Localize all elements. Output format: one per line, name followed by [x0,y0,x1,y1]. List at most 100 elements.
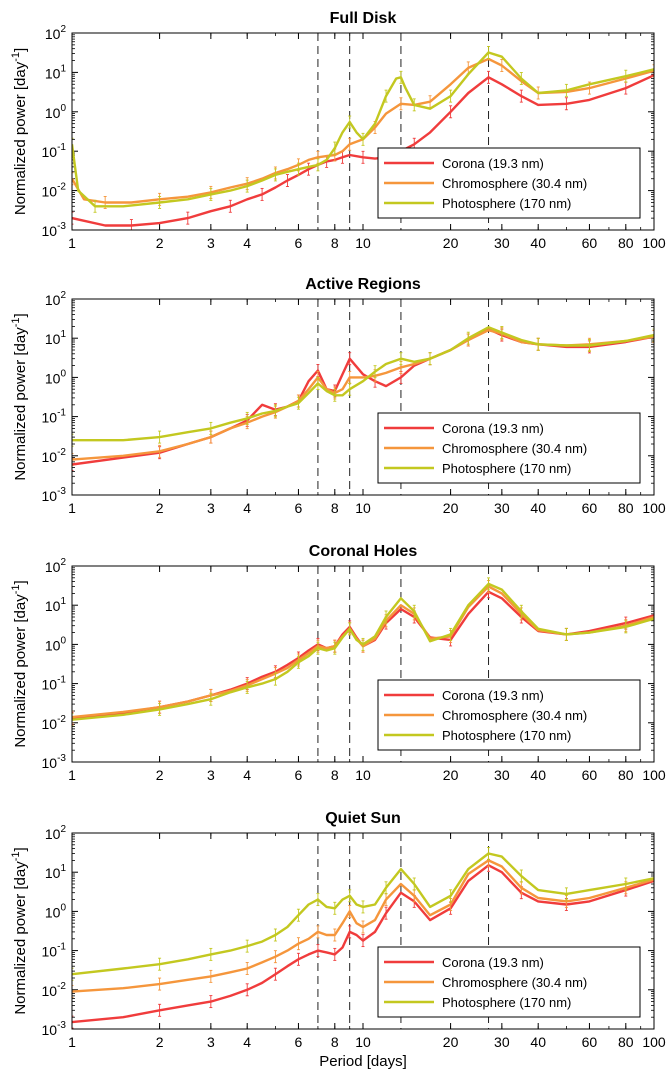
series-group [72,577,654,727]
y-tick-label: 10-3 [42,1020,67,1038]
x-tick-label: 20 [443,500,459,516]
y-axis-label: Normalized power [day-1] [10,313,29,480]
series-line-2 [72,859,654,993]
y-tick-label: 102 [45,24,67,42]
axes-box [71,32,655,231]
y-tick-label: 102 [45,290,67,308]
series-line-3 [72,582,654,721]
y-tick-label: 101 [45,863,67,881]
x-tick-label: 40 [530,767,546,783]
legend-label: Corona (19.3 nm) [442,421,544,436]
y-tick-label: 10-1 [42,142,67,160]
series-line-3 [72,852,654,976]
x-tick-label: 40 [530,235,546,251]
x-tick-label: 30 [494,500,510,516]
axes-box [71,832,655,1030]
legend-label: Chromosphere (30.4 nm) [442,441,587,456]
chart-panel-1: Full Disk 1 2 3 4 6 8 10 20 30 40 60 80 100 10-3 10-2 10… [10,10,666,251]
y-tick-label: 101 [45,329,67,347]
y-tick-label: 100 [45,902,67,920]
y-tick-label: 101 [45,596,67,614]
x-tick-label: 20 [443,767,459,783]
y-tick-label: 10-3 [42,753,67,771]
y-tick-label: 10-2 [42,182,67,200]
x-tick-label: 60 [582,1034,598,1050]
x-tick-label: 20 [443,235,459,251]
y-tick-label: 100 [45,103,67,121]
x-tick-label: 60 [582,500,598,516]
legend-label: Chromosphere (30.4 nm) [442,176,587,191]
legend-label: Chromosphere (30.4 nm) [442,975,587,990]
series-group [72,46,654,230]
x-tick-label: 100 [642,500,666,516]
y-tick-label: 101 [45,63,67,81]
chart-panel-4: Quiet Sun 1 2 3 4 6 8 10 20 30 40 60 80 100 10-3 10-2 10… [10,810,666,1070]
x-tick-label: 8 [331,767,339,783]
x-tick-label: 10 [355,767,371,783]
chart-panel-2: Active Regions 1 2 3 4 6 8 10 20 30 40 60 80 100 10-3 1… [10,276,666,516]
y-tick-label: 10-2 [42,981,67,999]
x-tick-label: 80 [618,1034,634,1050]
x-tick-label: 40 [530,500,546,516]
x-tick-label: 60 [582,767,598,783]
series-line-1 [72,74,654,227]
legend-label: Photosphere (170 nm) [442,995,571,1010]
y-tick-label: 102 [45,824,67,842]
legend-label: Photosphere (170 nm) [442,461,571,476]
y-tick-label: 102 [45,557,67,575]
x-tick-label: 4 [243,1034,251,1050]
x-tick-label: 10 [355,1034,371,1050]
x-tick-label: 2 [156,500,164,516]
x-tick-label: 1 [68,1034,76,1050]
y-tick-label: 10-2 [42,714,67,732]
x-tick-label: 4 [243,500,251,516]
y-axis-label: Normalized power [day-1] [10,847,29,1014]
x-tick-label: 8 [331,500,339,516]
x-tick-label: 100 [642,767,666,783]
panel-title: Coronal Holes [309,543,418,560]
y-axis-label: Normalized power [day-1] [10,580,29,747]
legend-label: Photosphere (170 nm) [442,196,571,211]
x-tick-label: 6 [295,767,303,783]
chart-panel-3: Coronal Holes 1 2 3 4 6 8 10 20 30 40 60 80 100 10-3 10… [10,543,666,783]
legend-label: Photosphere (170 nm) [442,728,571,743]
panel-title: Full Disk [330,10,397,27]
x-tick-label: 100 [642,1034,666,1050]
legend-label: Chromosphere (30.4 nm) [442,708,587,723]
axes-box [71,298,655,496]
y-tick-label: 10-1 [42,942,67,960]
x-tick-label: 80 [618,500,634,516]
x-tick-label: 60 [582,235,598,251]
y-tick-label: 10-3 [42,486,67,504]
x-tick-label: 30 [494,767,510,783]
x-tick-label: 80 [618,235,634,251]
x-tick-label: 6 [295,500,303,516]
x-tick-label: 2 [156,1034,164,1050]
panel-title: Quiet Sun [325,810,401,827]
legend-label: Corona (19.3 nm) [442,955,544,970]
x-tick-label: 4 [243,235,251,251]
series-line-1 [72,864,654,1024]
y-tick-label: 10-1 [42,408,67,426]
x-tick-label: 1 [68,767,76,783]
x-tick-label: 80 [618,767,634,783]
y-tick-label: 100 [45,635,67,653]
series-line-2 [72,57,654,204]
series-group [72,326,654,471]
legend-label: Corona (19.3 nm) [442,688,544,703]
panel-title: Active Regions [305,276,421,293]
x-tick-label: 2 [156,767,164,783]
x-tick-label: 8 [331,1034,339,1050]
series-group [72,847,654,1029]
x-tick-label: 2 [156,235,164,251]
legend-label: Corona (19.3 nm) [442,156,544,171]
x-tick-label: 3 [207,1034,215,1050]
y-tick-label: 10-2 [42,447,67,465]
x-tick-label: 6 [295,235,303,251]
y-tick-label: 100 [45,368,67,386]
x-tick-label: 1 [68,500,76,516]
y-tick-label: 10-1 [42,675,67,693]
x-tick-label: 10 [355,500,371,516]
x-tick-label: 30 [494,235,510,251]
